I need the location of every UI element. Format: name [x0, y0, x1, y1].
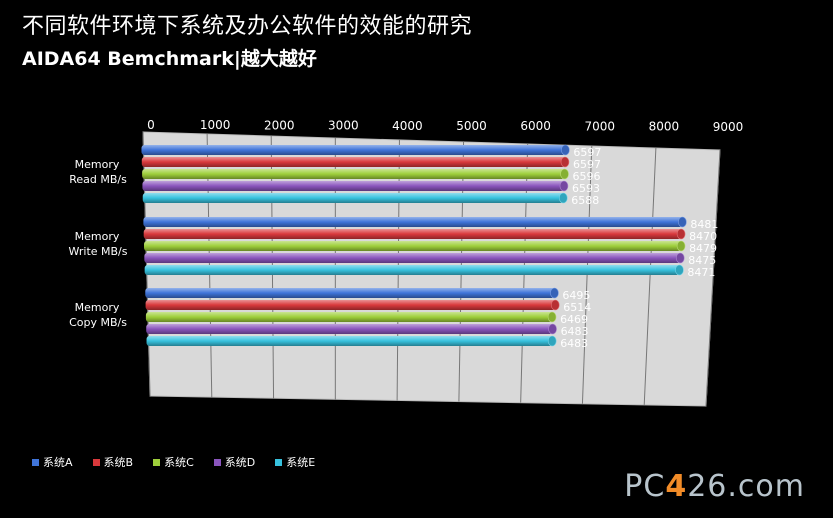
legend-label: 系统B [103, 456, 134, 469]
x-tick-label: 0 [147, 118, 155, 132]
bar-end-cap [676, 228, 686, 240]
x-tick-label: 2000 [264, 118, 295, 132]
bar-end-cap [548, 323, 557, 335]
x-tick-label: 7000 [585, 119, 616, 133]
data-label: 6597 [573, 158, 601, 171]
x-tick-label: 5000 [456, 119, 487, 133]
bar-end-cap [558, 192, 568, 204]
data-label: 6593 [572, 182, 600, 195]
bar [145, 288, 555, 298]
chart-subtitle: AIDA64 Bemchmark|越大越好 [22, 48, 317, 70]
data-label: 8475 [688, 254, 716, 267]
legend-label: 系统C [164, 456, 194, 469]
legend-item: 系统C [153, 454, 194, 470]
legend-swatch [32, 458, 39, 466]
bar-end-cap [675, 252, 685, 264]
data-label: 6597 [573, 146, 601, 159]
data-label: 6483 [561, 325, 589, 338]
bar-end-cap [559, 180, 569, 192]
bar-end-cap [675, 264, 684, 276]
bar [142, 181, 564, 191]
category-label: Memory Read MB/s [69, 158, 127, 186]
bar [146, 324, 553, 334]
data-label: 6596 [573, 170, 601, 183]
data-label: 6495 [562, 289, 590, 302]
bar-chart: 0 1000 2000 3000 4000 5000 6000 7000 8000 9000 Me… [68, 118, 744, 407]
legend-item: 系统B [92, 454, 134, 470]
legend-label: 系统A [43, 456, 73, 469]
gridline [705, 149, 721, 407]
x-tick-label: 6000 [520, 119, 551, 133]
legend-swatch [213, 458, 221, 466]
x-tick-label: 8000 [649, 120, 680, 134]
legend-item: 系统D [213, 454, 256, 470]
bar-end-cap [547, 311, 557, 323]
bar-end-cap [678, 216, 687, 228]
data-label: 6469 [560, 313, 588, 326]
bar [145, 312, 553, 322]
data-label: 6588 [571, 194, 599, 207]
bar-end-cap [676, 240, 686, 252]
legend-swatch [92, 458, 100, 466]
bar [144, 253, 681, 263]
x-tick-label: 3000 [328, 119, 359, 133]
bar [144, 241, 682, 251]
bar [142, 193, 564, 203]
bar-end-cap [550, 287, 559, 299]
category-label: Memory Write MB/s [68, 230, 127, 258]
bar [144, 265, 680, 275]
legend-item: 系统E [275, 454, 315, 470]
legend-label: 系统E [286, 456, 316, 469]
bar [143, 229, 682, 239]
chart-title: 不同软件环境下系统及办公软件的效能的研究 [22, 14, 473, 39]
legend-item: 系统A [32, 454, 73, 470]
legend: 系统A 系统B 系统C 系统D 系统E [32, 454, 315, 470]
bar-end-cap [547, 335, 557, 347]
data-label: 6483 [560, 337, 588, 350]
category-label: Memory Copy MB/s [69, 301, 127, 329]
data-label: 8479 [689, 242, 717, 255]
bar [146, 336, 553, 346]
x-tick-label: 9000 [713, 120, 744, 134]
bar-end-cap [560, 168, 569, 180]
data-label: 8481 [690, 218, 718, 231]
site-logo: PC426.com [624, 469, 805, 504]
bar-end-cap [550, 299, 560, 311]
bar [143, 217, 683, 227]
legend-swatch [153, 458, 161, 466]
bar-end-cap [561, 144, 570, 156]
legend-label: 系统D [224, 456, 256, 469]
bar [145, 300, 556, 310]
data-label: 8470 [689, 230, 717, 243]
gridline [643, 147, 657, 405]
data-label: 8471 [687, 266, 715, 279]
x-tick-label: 1000 [200, 118, 231, 132]
bar [141, 157, 565, 167]
x-tick-label: 4000 [392, 119, 423, 133]
data-label: 6514 [563, 301, 591, 314]
legend-swatch [275, 458, 283, 466]
bar [141, 145, 566, 155]
bar-end-cap [560, 156, 570, 168]
bar [142, 169, 565, 179]
